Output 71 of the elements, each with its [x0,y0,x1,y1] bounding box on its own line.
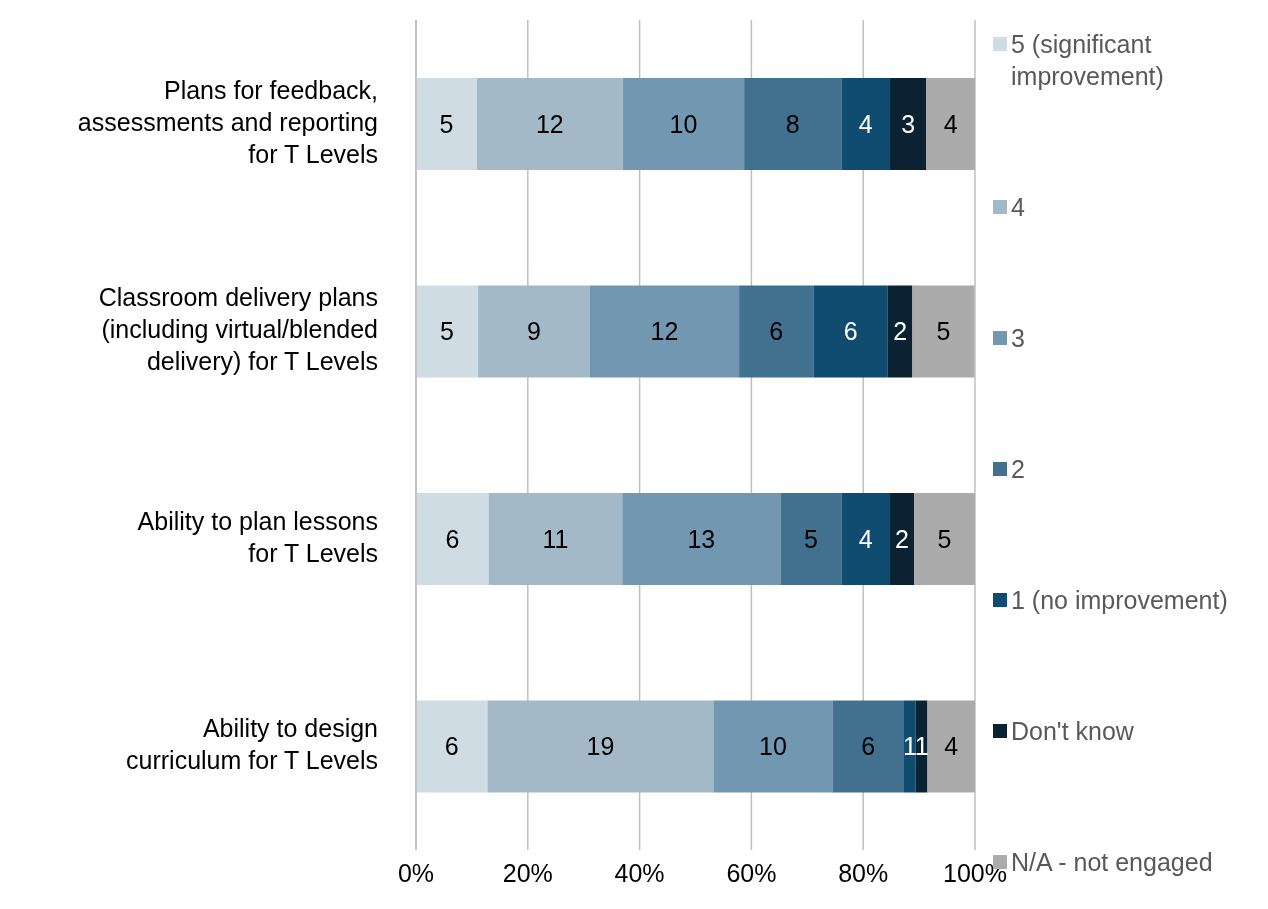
bar [744,78,842,170]
bar [890,78,927,170]
x-tick-label: 0% [397,858,435,887]
annotation: 6 [444,732,459,761]
bar [914,493,975,585]
legend-label: N/A - not engaged [1011,847,1214,878]
bar [416,285,479,378]
x-tick-label: 80% [838,858,889,887]
bar [841,78,891,170]
y-tick-label: Classroom delivery plans (including virtual/blended delivery) for T Levels [98,282,378,375]
bar [926,78,975,170]
annotation: 13 [687,524,716,553]
legend-label: Don't know [1011,716,1135,747]
annotation: 10 [759,732,787,761]
bar [813,285,888,378]
annotation: 6 [843,317,858,346]
annotation: 10 [669,109,698,138]
annotation: 12 [650,317,679,346]
bar [890,493,915,585]
annotation: 5 [439,109,454,138]
annotation: 1 [902,732,917,761]
bar [713,700,833,793]
annotation: 19 [586,732,615,761]
bar [589,285,740,378]
annotation: 6 [445,524,460,553]
bar [478,285,590,378]
annotation: 4 [944,732,959,761]
legend-label: 1 (no improvement) [1011,585,1229,616]
annotation: 5 [803,524,818,553]
bar [832,700,905,793]
legend-label: 4 [1011,192,1026,223]
bar [887,285,913,378]
annotation: 11 [542,524,569,553]
legend-label: 5 (significant improvement) [1011,29,1165,92]
bar [622,493,781,585]
annotation: 2 [895,524,909,553]
legend-label: 2 [1011,454,1026,485]
bar [416,78,477,170]
annotation: 8 [785,109,800,138]
bar [416,493,489,585]
annotation: 9 [527,317,541,346]
bar [487,700,714,793]
x-tick-label: 60% [726,858,777,887]
bar [622,78,745,170]
bar [904,700,916,793]
bar [841,493,891,585]
y-tick-label: Ability to design curriculum for T Levels [126,713,378,774]
x-tick-label: 40% [614,858,665,887]
bar [416,700,488,793]
bar [912,285,975,378]
annotation: 4 [943,109,958,138]
annotation: 4 [858,109,873,138]
annotation: 5 [937,524,952,553]
annotation: 5 [936,317,951,346]
y-tick-label: Plans for feedback, assessments and reporting for T Levels [77,75,378,168]
legend-label: 3 [1011,323,1026,354]
annotation: 2 [893,317,908,346]
bar [739,285,814,378]
annotation: 6 [769,317,784,346]
bar [927,700,975,793]
annotation: 12 [535,109,564,138]
annotation: 3 [901,109,916,138]
y-tick-label: Ability to plan lessons for T Levels [137,506,378,567]
annotation: 5 [440,317,454,346]
annotation: 6 [861,732,876,761]
x-tick-label: 20% [502,858,553,887]
annotation: 4 [858,524,873,553]
bar [476,78,623,170]
bar [780,493,842,585]
bar [488,493,623,585]
x-tick-label: 100% [943,858,1007,887]
